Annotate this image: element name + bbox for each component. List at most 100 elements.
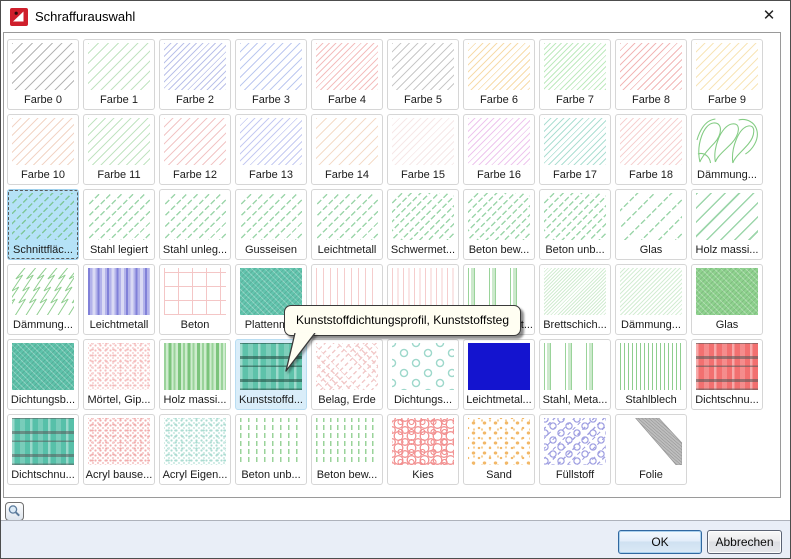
hatch-cell[interactable]: Holz massi...	[691, 189, 763, 260]
hatch-cell[interactable]: Farbe 2	[159, 39, 231, 110]
hatch-cell-label: Farbe 13	[248, 169, 294, 181]
hatch-pattern-swatch	[392, 193, 454, 240]
hatch-pattern-swatch	[88, 418, 150, 465]
hatch-cell[interactable]: Farbe 3	[235, 39, 307, 110]
hatch-cell[interactable]: Dichtungsb...	[7, 339, 79, 410]
hatch-cell-label: Beton	[180, 319, 210, 331]
hatch-pattern-swatch	[544, 418, 606, 465]
hatch-cell-label: Farbe 3	[252, 94, 290, 106]
hatch-cell[interactable]: Dämmung...	[7, 264, 79, 335]
hatch-cell[interactable]: Beton unb...	[235, 414, 307, 485]
hatch-pattern-swatch	[240, 418, 302, 465]
hatch-cell[interactable]: Kies	[387, 414, 459, 485]
hatch-cell[interactable]: Farbe 6	[463, 39, 535, 110]
hatch-pattern-swatch	[316, 193, 378, 240]
hatch-cell-label: Brettschich...	[543, 319, 607, 331]
hatch-cell[interactable]: Dichtschnu...	[691, 339, 763, 410]
hatch-pattern-swatch	[620, 193, 682, 240]
hatch-cell[interactable]: Füllstoff	[539, 414, 611, 485]
hatch-pattern-swatch	[240, 43, 302, 90]
hatch-cell[interactable]: Beton bew...	[463, 189, 535, 260]
hatch-pattern-swatch	[544, 118, 606, 165]
hatch-cell[interactable]: Leichtmetal...	[463, 339, 535, 410]
close-icon[interactable]: ✕	[762, 7, 776, 24]
hatch-cell-label: t...	[520, 319, 533, 331]
hatch-cell[interactable]: Farbe 0	[7, 39, 79, 110]
hatch-cell[interactable]: Farbe 16	[463, 114, 535, 185]
hatch-cell-label: Glas	[639, 244, 663, 256]
hatch-cell-label: Farbe 7	[556, 94, 594, 106]
hatch-cell-label: Holz massi...	[163, 394, 227, 406]
hatch-pattern-swatch	[164, 43, 226, 90]
hatch-cell[interactable]: Beton	[159, 264, 231, 335]
hatch-pattern-swatch	[544, 43, 606, 90]
hatch-cell[interactable]: Schnittfläc...	[7, 189, 79, 260]
hatch-cell[interactable]: Farbe 9	[691, 39, 763, 110]
hatch-pattern-swatch	[468, 343, 530, 390]
hatch-cell[interactable]: Farbe 18	[615, 114, 687, 185]
hatch-cell[interactable]: Sand	[463, 414, 535, 485]
tooltip: Kunststoffdichtungsprofil, Kunststoffste…	[284, 305, 522, 336]
hatch-cell[interactable]: Dichtungs...	[387, 339, 459, 410]
hatch-pattern-swatch	[544, 268, 606, 315]
hatch-cell-label: Farbe 12	[172, 169, 218, 181]
hatch-cell-label: Gusseisen	[245, 244, 297, 256]
hatch-cell-label: Leichtmetall	[317, 244, 377, 256]
hatch-cell[interactable]: Acryl Eigen...	[159, 414, 231, 485]
hatch-cell[interactable]: Dichtschnu...	[7, 414, 79, 485]
hatch-cell-label: Beton bew...	[316, 469, 378, 481]
hatch-cell[interactable]: Glas	[615, 189, 687, 260]
hatch-cell[interactable]: Farbe 11	[83, 114, 155, 185]
ok-button[interactable]: OK	[618, 530, 702, 554]
hatch-cell[interactable]: Belag, Erde	[311, 339, 383, 410]
hatch-pattern-swatch	[316, 418, 378, 465]
hatch-cell[interactable]: Beton bew...	[311, 414, 383, 485]
hatch-cell[interactable]: Leichtmetall	[83, 264, 155, 335]
hatch-cell[interactable]: Stahlblech	[615, 339, 687, 410]
hatch-pattern-swatch	[164, 343, 226, 390]
hatch-cell-label: Farbe 10	[20, 169, 66, 181]
hatch-cell[interactable]: Farbe 8	[615, 39, 687, 110]
hatch-cell[interactable]: Farbe 15	[387, 114, 459, 185]
hatch-cell[interactable]: Gusseisen	[235, 189, 307, 260]
hatch-cell[interactable]: Acryl bause...	[83, 414, 155, 485]
hatch-cell[interactable]: Mörtel, Gip...	[83, 339, 155, 410]
cancel-button[interactable]: Abbrechen	[707, 530, 782, 554]
hatch-cell-label: Dämmung...	[697, 169, 757, 181]
hatch-cell[interactable]: Beton unb...	[539, 189, 611, 260]
hatch-cell[interactable]: Farbe 7	[539, 39, 611, 110]
hatch-cell[interactable]: Holz massi...	[159, 339, 231, 410]
hatch-cell[interactable]: Farbe 13	[235, 114, 307, 185]
hatch-cell[interactable]: Brettschich...	[539, 264, 611, 335]
app-logo-icon	[10, 8, 28, 26]
hatch-cell[interactable]: Stahl, Meta...	[539, 339, 611, 410]
zoom-tool-button[interactable]	[5, 502, 24, 521]
hatch-cell-label: Dichtungsb...	[10, 394, 76, 406]
hatch-cell[interactable]: Farbe 17	[539, 114, 611, 185]
hatch-pattern-swatch	[620, 43, 682, 90]
hatch-cell[interactable]: Stahl legiert	[83, 189, 155, 260]
hatch-cell[interactable]: Farbe 1	[83, 39, 155, 110]
hatch-cell-label: Leichtmetal...	[466, 394, 532, 406]
hatch-cell-label: Farbe 16	[476, 169, 522, 181]
hatch-cell[interactable]: Leichtmetall	[311, 189, 383, 260]
hatch-cell[interactable]: Farbe 5	[387, 39, 459, 110]
hatch-pattern-swatch	[316, 118, 378, 165]
hatch-cell[interactable]: Farbe 10	[7, 114, 79, 185]
hatch-cell-label: Beton bew...	[468, 244, 530, 256]
hatch-cell[interactable]: Stahl unleg...	[159, 189, 231, 260]
hatch-cell[interactable]: Folie	[615, 414, 687, 485]
hatch-cell-label: Stahl legiert	[89, 244, 149, 256]
hatch-cell[interactable]: Farbe 14	[311, 114, 383, 185]
hatch-cell[interactable]: Schwermet...	[387, 189, 459, 260]
hatch-pattern-swatch	[696, 268, 758, 315]
hatch-cell-label: Farbe 9	[708, 94, 746, 106]
hatch-cell[interactable]: Dämmung...	[615, 264, 687, 335]
title-bar: Schraffurauswahl ✕	[1, 1, 790, 32]
hatch-cell-label: Holz massi...	[695, 244, 759, 256]
hatch-cell[interactable]: Farbe 4	[311, 39, 383, 110]
hatch-cell[interactable]: Farbe 12	[159, 114, 231, 185]
hatch-cell[interactable]: Dämmung...	[691, 114, 763, 185]
hatch-cell[interactable]: Glas	[691, 264, 763, 335]
hatch-cell-label: Mörtel, Gip...	[87, 394, 151, 406]
